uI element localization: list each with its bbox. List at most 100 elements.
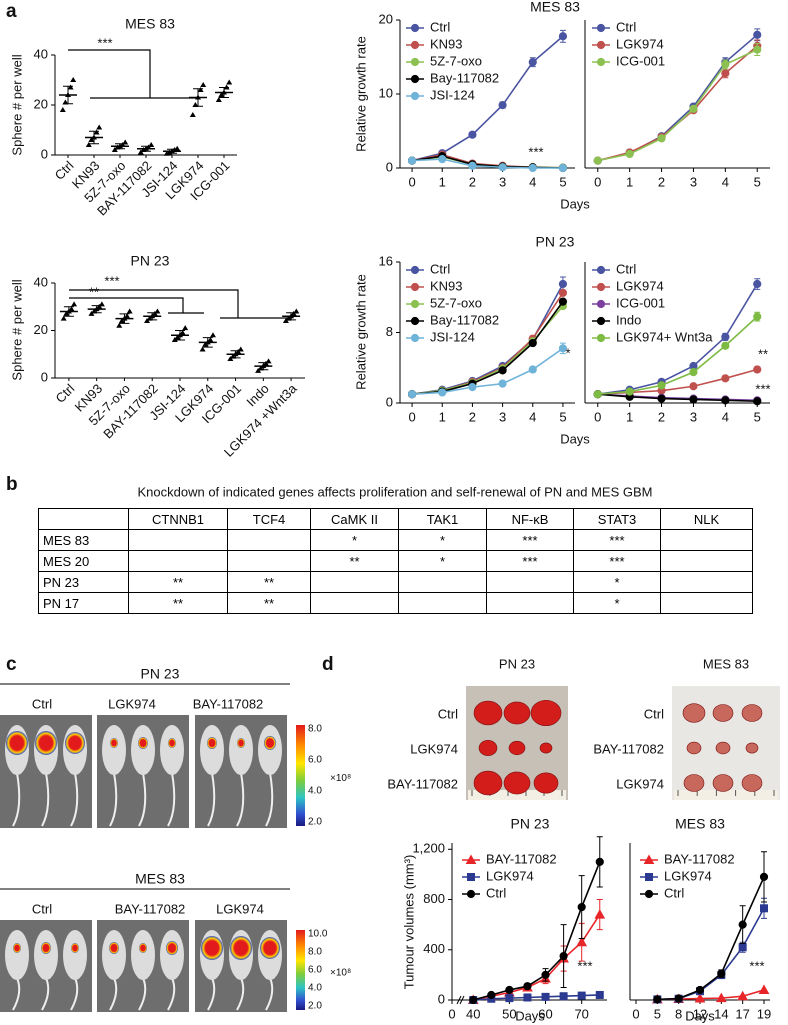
column-header: TAK1: [398, 508, 487, 530]
data-point: [528, 338, 537, 348]
column-header: TCF4: [227, 508, 311, 530]
bioluminescence: [230, 936, 252, 960]
significance-label: ***: [755, 381, 770, 396]
legend-label: Bay-117082: [430, 70, 499, 85]
y-tick-label: 1,200: [412, 841, 445, 856]
condition-label: Ctrl: [32, 696, 52, 711]
x-tick-label: 0: [594, 409, 601, 424]
series-line: [597, 393, 758, 403]
row-header: MES 83: [38, 529, 129, 551]
data-point: [59, 107, 66, 112]
tumour: [478, 740, 498, 756]
legend-label: JSI-124: [430, 329, 475, 344]
data-point: [576, 936, 588, 947]
table-cell: **: [128, 592, 228, 614]
bioluminescence: [41, 942, 51, 954]
legend-label: LGK974+ Wnt3a: [616, 329, 713, 344]
x-tick-label: 0: [408, 409, 415, 424]
legend-marker: [410, 40, 420, 50]
legend-label: Ctrl: [430, 261, 450, 276]
column-header: CaMK II: [310, 508, 399, 530]
legend-label: Ctrl: [616, 261, 636, 276]
error-bar: [175, 330, 185, 341]
x-axis-label: Days: [560, 196, 590, 211]
legend-label: KN93: [430, 36, 463, 51]
tumour: [712, 774, 734, 792]
x-tick-label: 3: [499, 174, 506, 189]
x-tick-label: 5: [754, 409, 761, 424]
data-point: [209, 332, 216, 338]
x-tick-label: 3: [690, 409, 697, 424]
row-header: PN 17: [38, 592, 129, 614]
bioluminescence: [138, 737, 148, 749]
table-cell: [660, 571, 753, 593]
data-point: [721, 60, 730, 69]
y-axis-label: Sphere # per well: [9, 279, 24, 380]
error-bar: [219, 87, 229, 98]
significance-label: ***: [577, 958, 592, 973]
data-point: [498, 163, 507, 172]
table-cell: [128, 550, 228, 572]
data-point: [505, 985, 514, 995]
panel-label: d: [322, 654, 334, 675]
chart-title: MES 83: [125, 16, 175, 32]
data-point: [407, 390, 417, 399]
data-point: [594, 909, 606, 919]
condition-label: Ctrl: [438, 706, 458, 721]
mouse-tail: [167, 977, 176, 1011]
mouse-body: [229, 725, 253, 775]
error-bar: [258, 362, 269, 371]
legend-marker: [596, 265, 606, 275]
colorbar-label: 4.0: [308, 786, 322, 797]
data-point: [753, 365, 762, 374]
table-cell: ***: [573, 529, 661, 551]
y-tick-label: 0: [386, 394, 393, 409]
column-header: CTNNB1: [128, 508, 228, 530]
legend-label: BAY-117082: [664, 851, 735, 866]
significance-label: ***: [749, 958, 764, 973]
data-point: [695, 985, 705, 995]
error-bar: [202, 337, 213, 348]
table-title: Knockdown of indicated genes affects pro…: [138, 484, 653, 499]
data-point: [468, 383, 477, 392]
y-tick-label: 8: [386, 324, 393, 339]
chart-title: MES 83: [530, 0, 580, 15]
significance-label: **: [89, 284, 99, 299]
x-tick-label: 2: [658, 174, 665, 189]
data-point: [625, 149, 634, 159]
data-point: [689, 382, 698, 391]
data-point: [558, 32, 568, 41]
data-point: [215, 97, 222, 102]
data-point: [558, 288, 568, 297]
x-tick-label: 14: [714, 1006, 728, 1021]
x-tick-label: 8: [675, 1006, 682, 1021]
tumour: [712, 704, 734, 722]
data-point: [68, 306, 75, 312]
data-point: [595, 857, 604, 866]
data-point: [689, 395, 698, 404]
tumour: [539, 742, 553, 754]
bioluminescence: [168, 738, 176, 748]
data-point: [558, 297, 568, 306]
legend-marker: [410, 74, 420, 84]
data-point: [189, 112, 196, 117]
data-point: [721, 396, 730, 405]
y-axis-label: Relative growth rate: [353, 36, 368, 152]
tumour: [686, 741, 702, 755]
x-tick-label: 4: [722, 174, 729, 189]
significance-label: ***: [104, 273, 119, 288]
x-tick-label: 0: [408, 174, 415, 189]
table-cell: [398, 592, 487, 614]
condition-label: Ctrl: [32, 901, 52, 916]
panel-label: a: [6, 1, 17, 22]
tumour: [503, 771, 531, 795]
x-tick-label: 4: [529, 174, 536, 189]
y-tick-label: 800: [423, 891, 445, 906]
data-point: [200, 82, 207, 87]
error-bar: [119, 313, 130, 324]
data-point: [559, 951, 568, 961]
legend-label: LGK974: [616, 278, 664, 293]
data-point: [116, 322, 123, 328]
legend-label: BAY-117082: [486, 851, 557, 866]
tumour: [745, 742, 759, 754]
